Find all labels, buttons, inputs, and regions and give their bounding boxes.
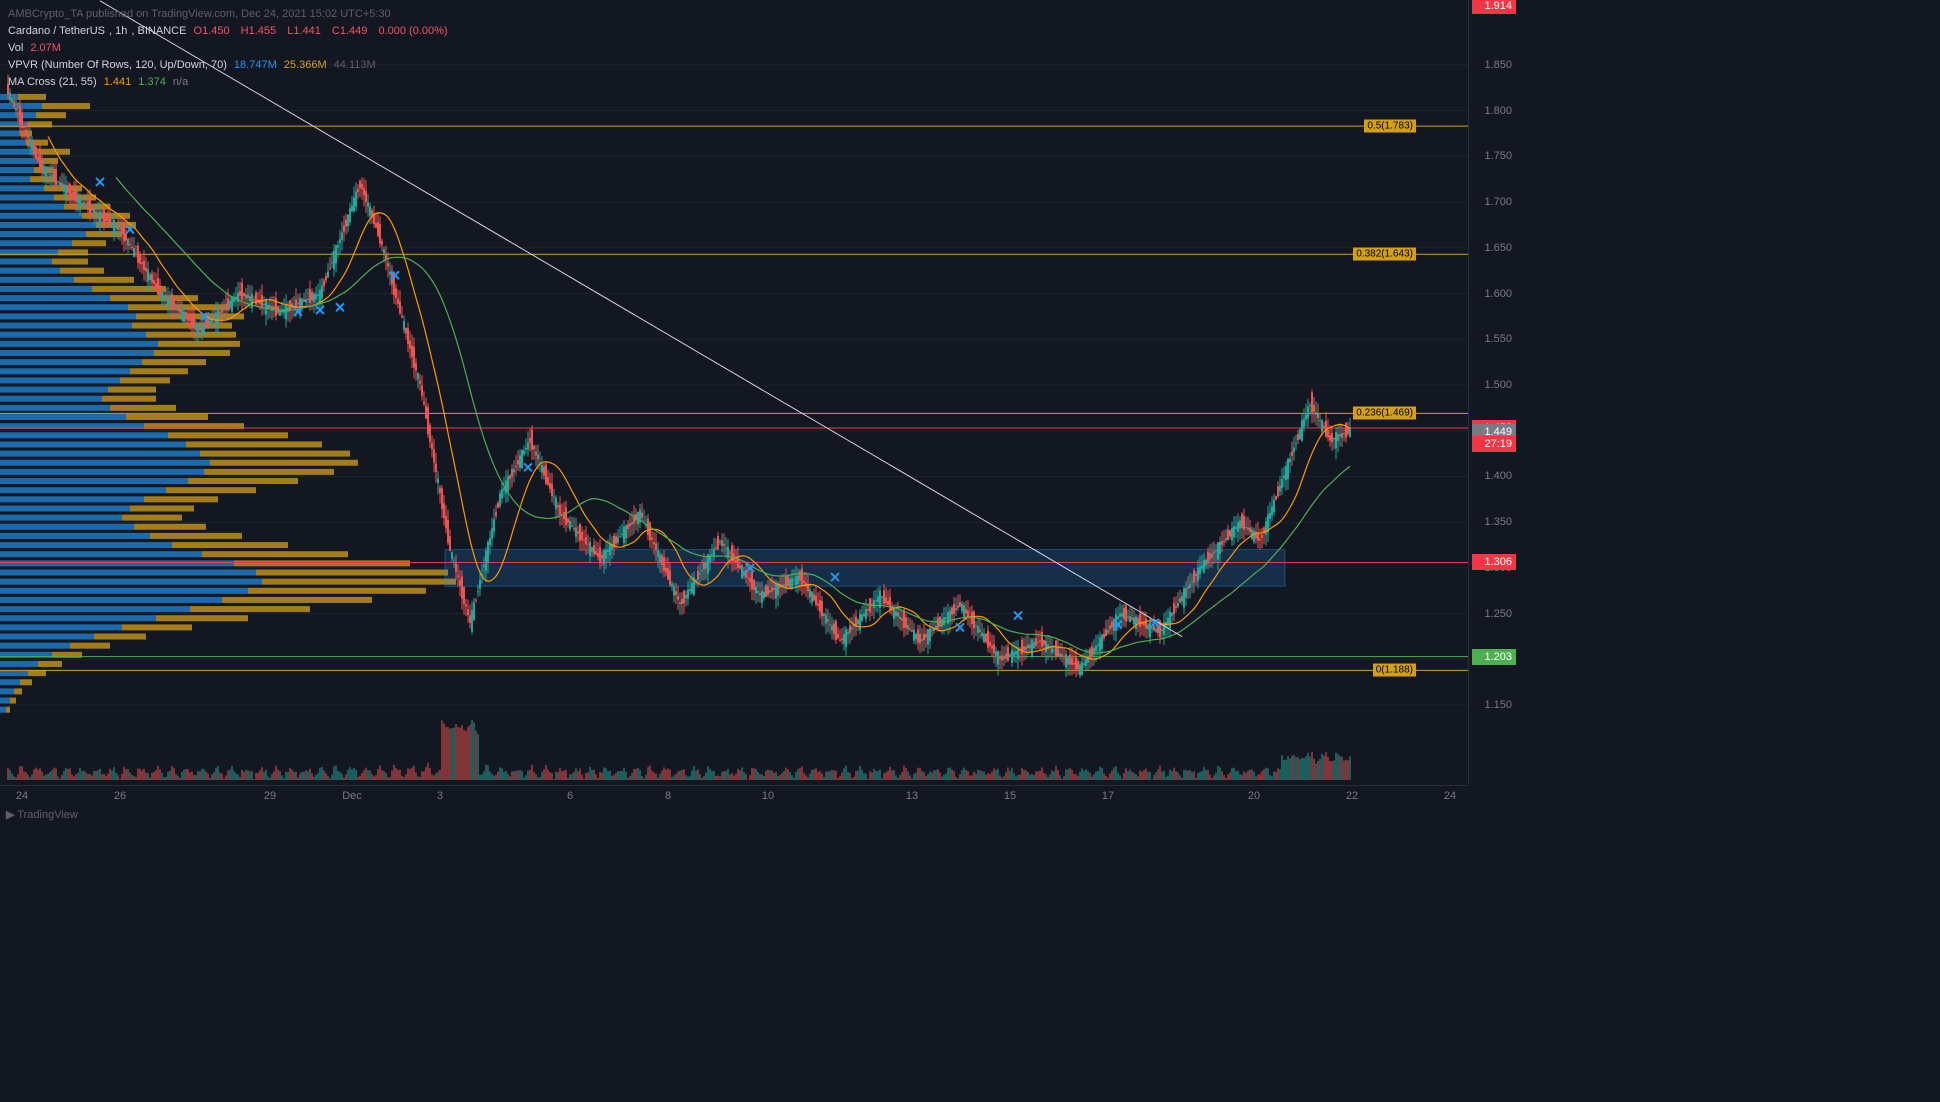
- ohlc-change: 0.000 (0.00%): [378, 25, 447, 37]
- vol-row: Vol 2.07M: [8, 40, 452, 56]
- macross-row: MA Cross (21, 55) 1.441 1.374 n/a: [8, 74, 452, 90]
- x-tick: 24: [1444, 790, 1456, 802]
- symbol-name: Cardano / TetherUS: [8, 25, 105, 37]
- ohlc-h: 1.455: [249, 25, 277, 37]
- x-tick: 24: [16, 790, 28, 802]
- x-tick: 15: [1004, 790, 1016, 802]
- fib-label: 0.236(1.469): [1353, 407, 1416, 420]
- x-tick: 13: [906, 790, 918, 802]
- vol-value: 2.07M: [30, 42, 61, 54]
- fib-label: 0(1.188): [1373, 664, 1416, 677]
- price-tag-redmid: 1.306: [1472, 554, 1516, 570]
- fib-label: 0.5(1.783): [1364, 120, 1416, 133]
- macross-v2: 1.374: [138, 76, 166, 88]
- x-tick: 8: [665, 790, 671, 802]
- y-tick: 1.800: [1484, 105, 1512, 117]
- x-tick: 26: [114, 790, 126, 802]
- x-tick: 20: [1248, 790, 1260, 802]
- x-axis[interactable]: 24 26 29 Dec 3 6 8 10 13 15 17 20 22 24: [0, 785, 1468, 805]
- y-tick: 1.700: [1484, 196, 1512, 208]
- y-tick: 1.600: [1484, 288, 1512, 300]
- publish-info: AMBCrypto_TA published on TradingView.co…: [8, 6, 452, 22]
- x-tick: 6: [567, 790, 573, 802]
- symbol-exchange: BINANCE: [138, 25, 187, 37]
- price-tag-green: 1.203: [1472, 649, 1516, 665]
- y-tick: 1.400: [1484, 470, 1512, 482]
- y-tick: 1.550: [1484, 333, 1512, 345]
- macross-v1: 1.441: [104, 76, 132, 88]
- y-tick: 1.150: [1484, 699, 1512, 711]
- x-tick: Dec: [342, 790, 362, 802]
- y-tick: 1.350: [1484, 516, 1512, 528]
- vpvr-row: VPVR (Number Of Rows, 120, Up/Down, 70) …: [8, 57, 452, 73]
- vpvr-v2: 25.366M: [284, 59, 327, 71]
- y-tick: 1.500: [1484, 379, 1512, 391]
- ohlc-o: 1.450: [202, 25, 230, 37]
- ohlc-c: 1.449: [340, 25, 368, 37]
- fib-label: 0.382(1.643): [1353, 248, 1416, 261]
- tradingview-watermark: ▶ TradingView: [6, 808, 78, 821]
- y-tick: 1.650: [1484, 242, 1512, 254]
- legend: AMBCrypto_TA published on TradingView.co…: [8, 6, 452, 91]
- x-tick: 22: [1346, 790, 1358, 802]
- symbol-interval: 1h: [115, 25, 127, 37]
- y-tick: 1.750: [1484, 150, 1512, 162]
- drawings-layer: [0, 0, 1468, 785]
- price-tag-count: 27:19: [1472, 436, 1516, 452]
- x-tick: 10: [762, 790, 774, 802]
- vol-label: Vol: [8, 42, 23, 54]
- vpvr-v1: 18.747M: [234, 59, 277, 71]
- macross-v3: n/a: [173, 76, 188, 88]
- y-tick: 1.250: [1484, 608, 1512, 620]
- chart-area[interactable]: AMBCrypto_TA published on TradingView.co…: [0, 0, 1468, 785]
- macross-label: MA Cross (21, 55): [8, 76, 97, 88]
- y-axis[interactable]: USDT 1.8501.8001.7501.7001.6501.6001.550…: [1468, 0, 1516, 785]
- x-tick: 29: [264, 790, 276, 802]
- price-tag-top: 1.914: [1472, 0, 1516, 14]
- y-tick: 1.850: [1484, 59, 1512, 71]
- x-tick: 17: [1102, 790, 1114, 802]
- x-tick: 3: [437, 790, 443, 802]
- vpvr-label: VPVR (Number Of Rows, 120, Up/Down, 70): [8, 59, 227, 71]
- vpvr-v3: 44.113M: [334, 59, 376, 71]
- symbol-row: Cardano / TetherUS, 1h, BINANCE O1.450 H…: [8, 23, 452, 39]
- ohlc-l: 1.441: [293, 25, 321, 37]
